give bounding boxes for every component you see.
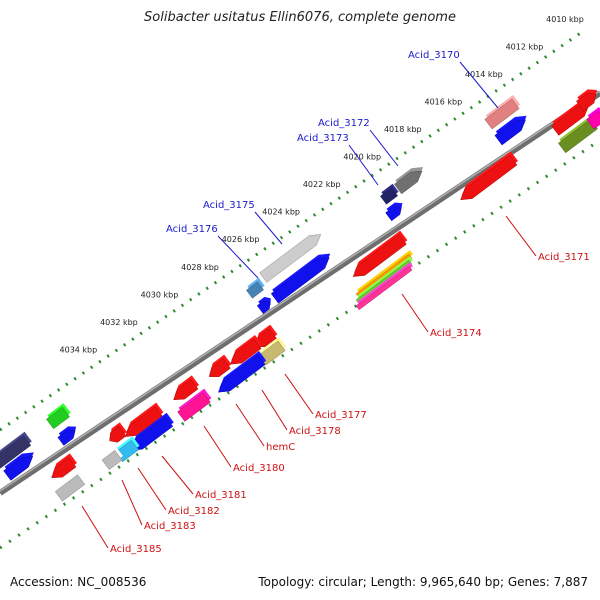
gene-feature[interactable] bbox=[109, 426, 127, 443]
gene-feature[interactable] bbox=[51, 457, 77, 479]
gene-feature[interactable] bbox=[256, 300, 271, 314]
gene-callout-line bbox=[261, 389, 288, 431]
tick-label: 4020 kbp bbox=[343, 153, 381, 162]
gene-feature[interactable] bbox=[230, 338, 262, 365]
gene-label[interactable]: Acid_3181 bbox=[195, 490, 247, 501]
tick-label: 4026 kbp bbox=[222, 235, 260, 244]
gene-label[interactable]: Acid_3182 bbox=[168, 506, 220, 517]
gene-feature[interactable] bbox=[352, 234, 407, 277]
gene-feature[interactable] bbox=[54, 474, 86, 502]
gene-label[interactable]: Acid_3173 bbox=[297, 133, 349, 144]
gene-feature[interactable] bbox=[0, 435, 32, 469]
gene-callout-line bbox=[235, 403, 265, 447]
tick-label: 4022 kbp bbox=[303, 180, 341, 189]
gene-callout-line bbox=[121, 479, 143, 526]
map-title: Solibacter usitatus Ellin6076, complete … bbox=[144, 10, 456, 25]
accession-text: Accession: NC_008536 bbox=[10, 575, 147, 589]
gene-feature[interactable] bbox=[380, 187, 398, 205]
gene-feature[interactable] bbox=[355, 265, 413, 311]
gene-callout-line bbox=[81, 505, 109, 549]
genome-backbone-highlight bbox=[0, 90, 600, 492]
tick-label: 4012 kbp bbox=[506, 43, 544, 52]
gene-feature[interactable] bbox=[586, 110, 600, 130]
gene-feature[interactable] bbox=[246, 281, 264, 299]
gene-feature[interactable] bbox=[218, 354, 266, 393]
gene-feature[interactable] bbox=[124, 406, 163, 437]
tick-label: 4014 kbp bbox=[465, 70, 503, 79]
inner-tick-ring bbox=[0, 138, 600, 550]
gene-callout-line bbox=[459, 61, 499, 109]
gene-label[interactable]: Acid_3177 bbox=[315, 410, 367, 421]
gene-label[interactable]: Acid_3180 bbox=[233, 463, 285, 474]
gene-label[interactable]: Acid_3170 bbox=[408, 50, 460, 61]
gene-feature[interactable] bbox=[101, 450, 123, 470]
tick-label: 4018 kbp bbox=[384, 125, 422, 134]
tick-label: 4028 kbp bbox=[181, 263, 219, 272]
gene-callout-line bbox=[161, 455, 194, 495]
gene-feature[interactable] bbox=[484, 98, 520, 130]
gene-label[interactable]: Acid_3174 bbox=[430, 328, 482, 339]
gene-callout-line bbox=[254, 211, 283, 245]
gene-feature[interactable] bbox=[460, 155, 518, 201]
gene-feature[interactable] bbox=[173, 379, 199, 401]
gene-feature[interactable] bbox=[46, 406, 70, 430]
gene-feature[interactable] bbox=[259, 234, 322, 283]
gene-feature[interactable] bbox=[3, 456, 34, 481]
gene-callout-line bbox=[217, 235, 259, 279]
gene-label[interactable]: Acid_3176 bbox=[166, 224, 218, 235]
gene-callout-line bbox=[505, 215, 537, 257]
tick-label: 4030 kbp bbox=[141, 290, 179, 299]
gene-callout-line bbox=[284, 373, 314, 415]
outer-tick-ring bbox=[0, 28, 586, 432]
tick-label: 4016 kbp bbox=[424, 98, 462, 107]
gene-feature[interactable] bbox=[494, 119, 526, 146]
gene-label[interactable]: Acid_3175 bbox=[203, 200, 255, 211]
gene-callout-line bbox=[401, 293, 429, 333]
gene-feature[interactable] bbox=[177, 392, 211, 422]
tick-label: 4024 kbp bbox=[262, 208, 300, 217]
gene-label[interactable]: hemC bbox=[266, 442, 295, 453]
tick-label: 4032 kbp bbox=[100, 318, 138, 327]
gene-callout-line bbox=[348, 144, 379, 186]
gene-label[interactable]: Acid_3178 bbox=[289, 426, 341, 437]
gene-feature[interactable] bbox=[394, 170, 423, 195]
gene-label[interactable]: Acid_3172 bbox=[318, 118, 370, 129]
gene-feature[interactable] bbox=[258, 340, 286, 366]
gene-feature[interactable] bbox=[385, 206, 402, 222]
gene-feature[interactable] bbox=[270, 257, 330, 304]
tick-label: 4034 kbp bbox=[60, 345, 98, 354]
gene-callout-line bbox=[369, 129, 399, 167]
genome-summary-text: Topology: circular; Length: 9,965,640 bp… bbox=[258, 575, 588, 589]
gene-feature[interactable] bbox=[551, 105, 590, 136]
gene-feature[interactable] bbox=[57, 430, 76, 446]
gene-feature[interactable] bbox=[576, 93, 597, 112]
gene-feature[interactable] bbox=[208, 358, 231, 378]
gene-callout-line bbox=[137, 467, 167, 511]
gene-label[interactable]: Acid_3185 bbox=[110, 544, 162, 555]
gene-label[interactable]: Acid_3171 bbox=[538, 252, 590, 263]
tick-label: 4010 kbp bbox=[546, 15, 584, 24]
gene-callout-line bbox=[203, 425, 232, 468]
gene-label[interactable]: Acid_3183 bbox=[144, 521, 196, 532]
